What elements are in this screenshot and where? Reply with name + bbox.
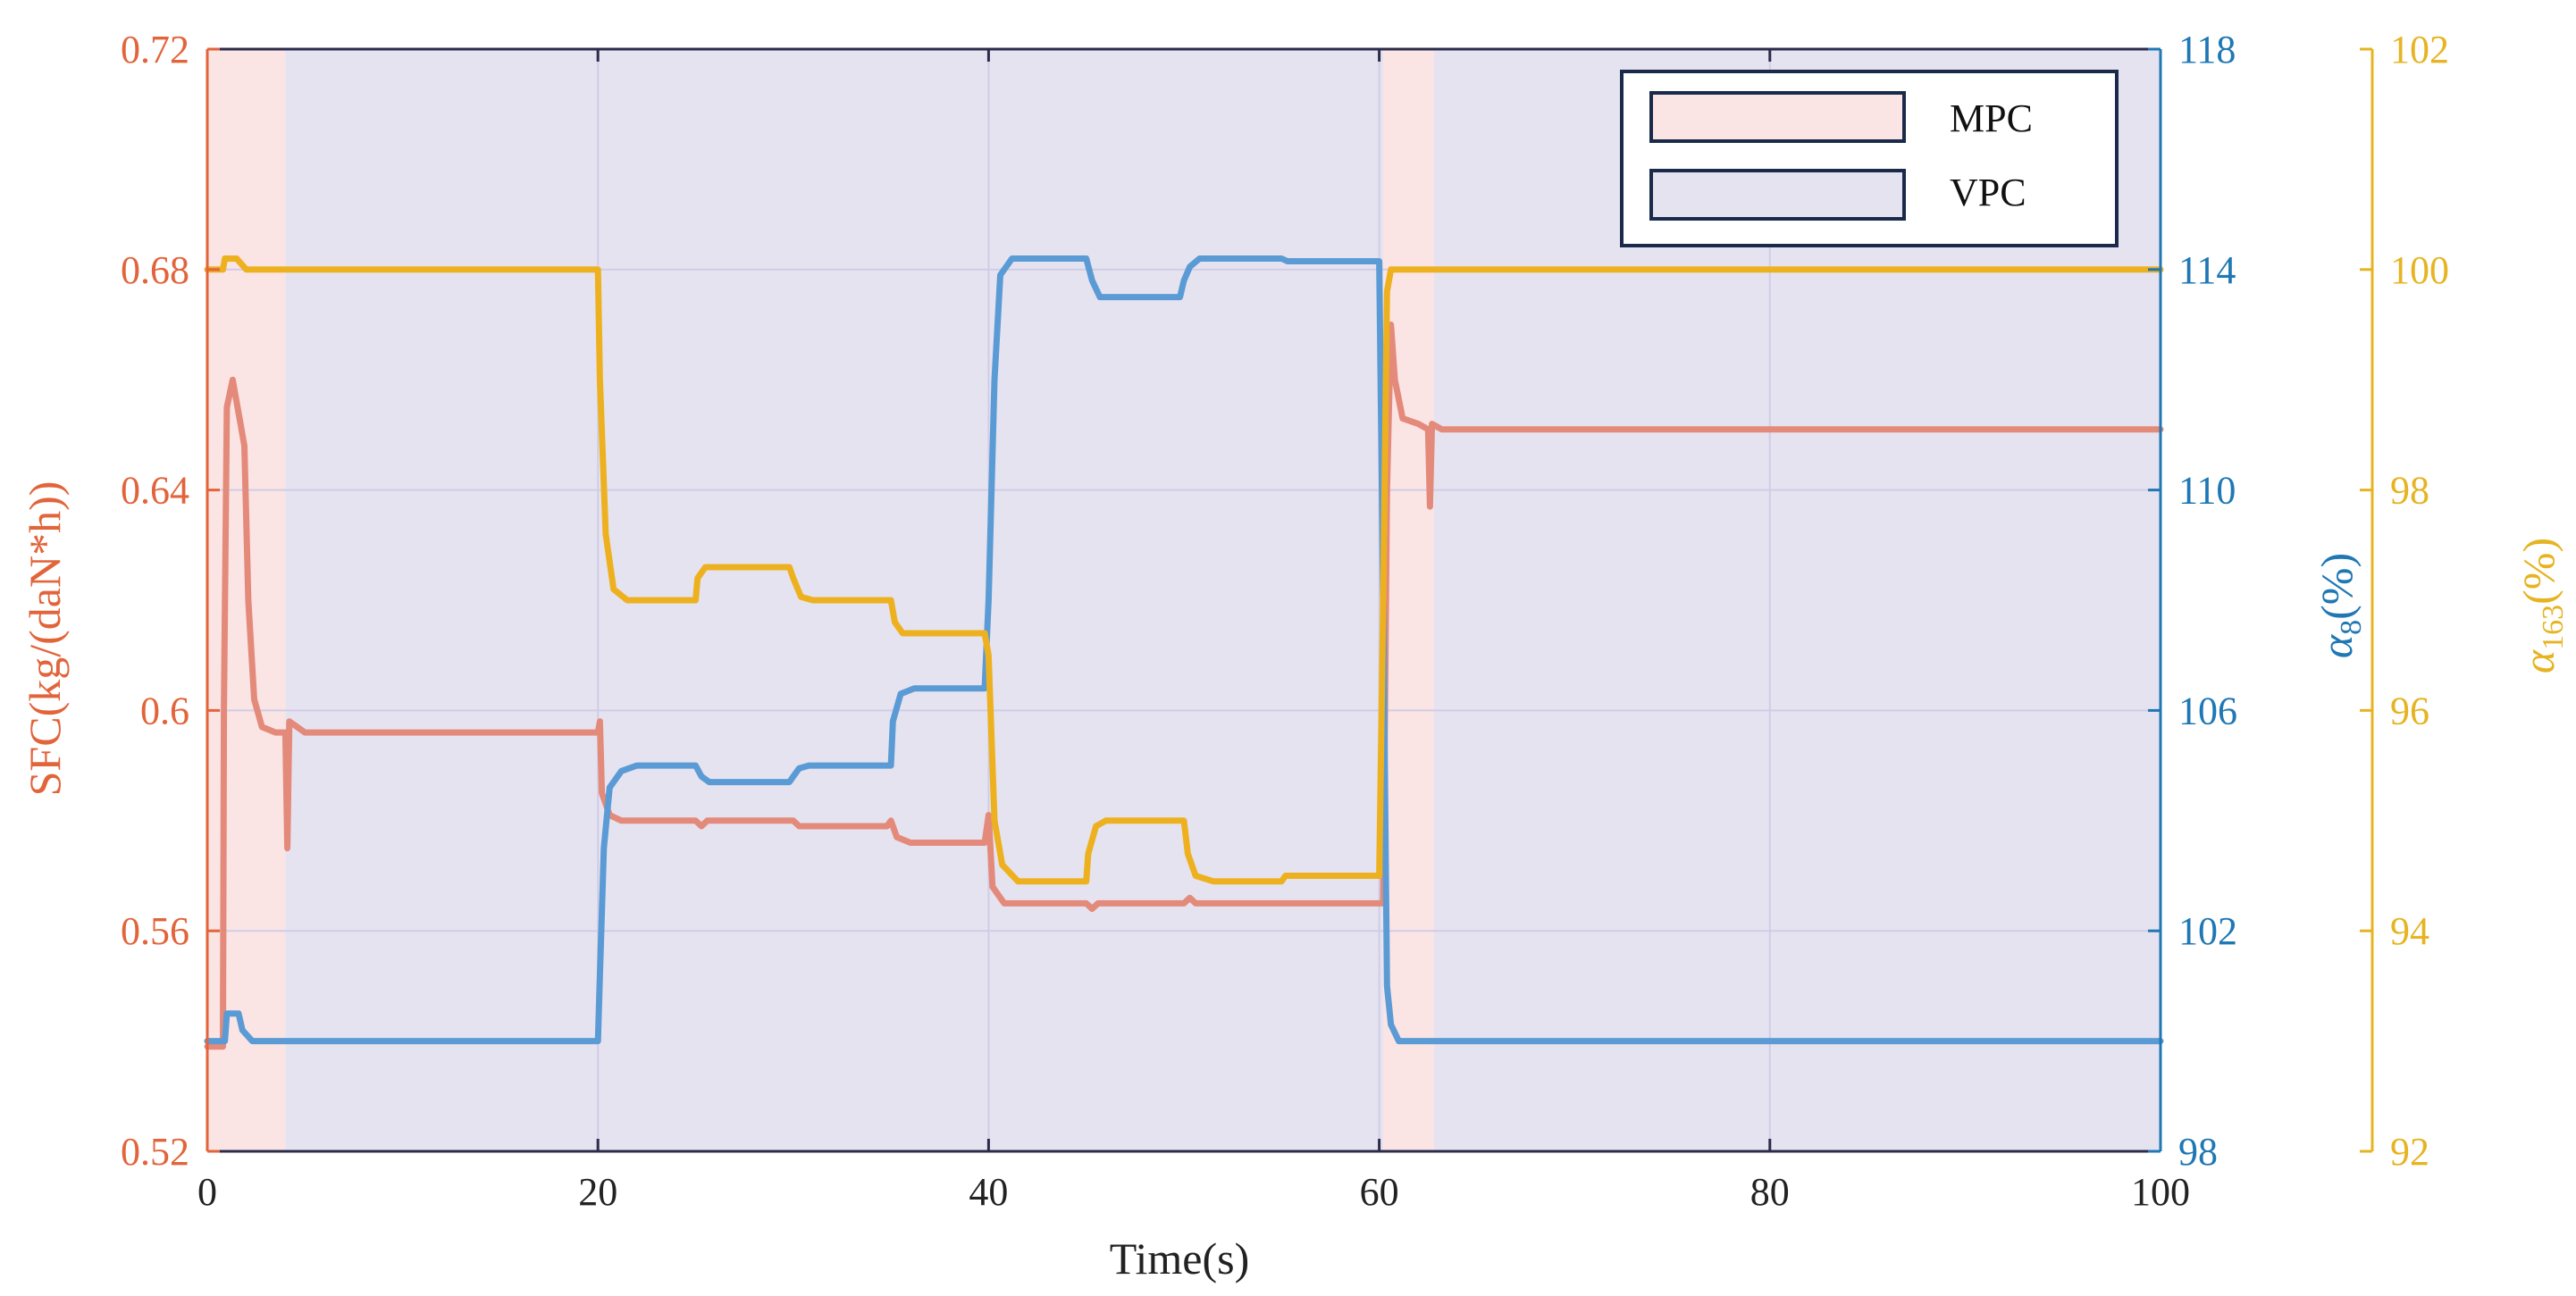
x-tick-label: 20 — [578, 1170, 617, 1214]
alpha163-label-sub: 163 — [2537, 605, 2570, 650]
alpha8-axis: 98 102 106 110 114 118 — [2148, 28, 2237, 1174]
legend-label-mpc: MPC — [1950, 96, 2033, 140]
legend-swatch-vpc — [1649, 169, 1906, 221]
alpha163-axis-tick-label: 102 — [2390, 28, 2449, 71]
alpha8-label-base: α — [2312, 633, 2362, 658]
x-axis-label: Time(s) — [1110, 1233, 1250, 1283]
alpha163-label-unit: (%) — [2513, 538, 2563, 605]
alpha8-axis-tick-label: 114 — [2178, 248, 2236, 292]
alpha163-axis-tick-label: 100 — [2390, 248, 2449, 292]
alpha8-axis-tick-label: 110 — [2178, 469, 2236, 513]
sfc-axis: 0.52 0.56 0.6 0.64 0.68 0.72 — [121, 28, 220, 1174]
alpha8-label-unit: (%) — [2312, 553, 2362, 620]
alpha8-axis-tick-label: 118 — [2178, 28, 2236, 71]
alpha163-axis-tick-label: 92 — [2390, 1130, 2429, 1174]
x-tick-label: 40 — [969, 1170, 1008, 1214]
sfc-axis-tick-label: 0.64 — [121, 469, 189, 513]
x-axis-ticks: 0 20 40 60 80 100 — [197, 49, 2190, 1214]
alpha8-axis-label: α8(%) — [2312, 553, 2368, 658]
alpha8-axis-tick-label: 106 — [2178, 689, 2237, 732]
sfc-axis-tick-label: 0.68 — [121, 248, 189, 292]
series-line-right1 — [204, 255, 2164, 1045]
x-tick-label: 0 — [197, 1170, 217, 1214]
x-tick-label: 80 — [1750, 1170, 1790, 1214]
sfc-axis-tick-label: 0.6 — [140, 689, 189, 732]
series-line-right2 — [204, 255, 2164, 885]
alpha163-label-base: α — [2513, 648, 2563, 673]
legend-swatch-mpc — [1649, 91, 1906, 143]
legend: MPC VPC — [1620, 70, 2119, 247]
alpha8-axis-tick-label: 102 — [2178, 909, 2237, 953]
alpha163-axis-tick-label: 98 — [2390, 469, 2429, 513]
x-tick-label: 100 — [2131, 1170, 2190, 1214]
alpha8-axis-tick-label: 98 — [2178, 1130, 2218, 1174]
sfc-axis-label: SFC(kg/(daN*h)) — [20, 481, 70, 797]
plot-frame — [207, 47, 2161, 1153]
x-tick-label: 60 — [1360, 1170, 1399, 1214]
legend-label-vpc: VPC — [1950, 171, 2026, 214]
alpha163-axis-label: α163(%) — [2513, 538, 2570, 673]
sfc-axis-tick-label: 0.56 — [121, 909, 189, 953]
alpha163-axis-tick-label: 94 — [2390, 909, 2429, 953]
series-lines — [204, 255, 2164, 1050]
sfc-axis-tick-label: 0.72 — [121, 28, 189, 71]
alpha163-axis-tick-label: 96 — [2390, 689, 2429, 732]
alpha8-label-sub: 8 — [2335, 620, 2368, 635]
sfc-axis-tick-label: 0.52 — [121, 1130, 189, 1174]
region-mpc — [1382, 49, 1434, 1151]
alpha163-axis: 92 94 96 98 100 102 — [2360, 28, 2449, 1174]
